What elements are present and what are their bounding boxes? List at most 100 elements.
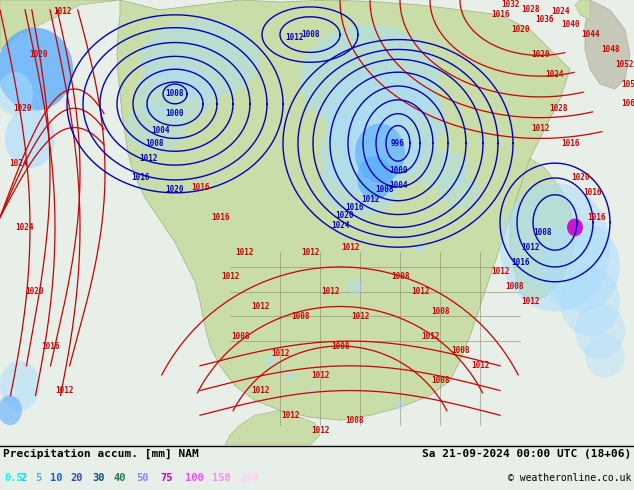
Text: Precipitation accum. [mm] NAM: Precipitation accum. [mm] NAM — [3, 449, 198, 459]
Ellipse shape — [0, 395, 22, 425]
Text: 1008: 1008 — [291, 312, 309, 321]
Text: 1004: 1004 — [389, 181, 407, 191]
Ellipse shape — [540, 222, 620, 312]
Text: 1012: 1012 — [521, 243, 540, 252]
Text: 1008: 1008 — [146, 139, 164, 148]
Ellipse shape — [410, 148, 470, 188]
Text: 1012: 1012 — [251, 302, 269, 311]
Text: 1008: 1008 — [301, 30, 320, 39]
Text: 1008: 1008 — [165, 90, 184, 98]
Text: 1048: 1048 — [601, 45, 619, 54]
Text: 1056: 1056 — [621, 79, 634, 89]
Text: 1060: 1060 — [621, 99, 634, 108]
Text: 1032: 1032 — [501, 0, 519, 9]
Text: 1012: 1012 — [321, 287, 339, 296]
Polygon shape — [117, 0, 570, 420]
Text: 1016: 1016 — [131, 173, 149, 182]
Text: 1012: 1012 — [421, 332, 439, 341]
Text: 0.5: 0.5 — [4, 473, 23, 483]
Ellipse shape — [575, 303, 625, 359]
Ellipse shape — [355, 123, 405, 183]
Polygon shape — [575, 0, 590, 20]
Polygon shape — [0, 0, 120, 49]
Text: 1016: 1016 — [491, 10, 509, 19]
Text: 1012: 1012 — [351, 312, 369, 321]
Text: 1012: 1012 — [56, 386, 74, 395]
Ellipse shape — [0, 361, 40, 410]
Text: 30: 30 — [92, 473, 105, 483]
Text: 1024: 1024 — [331, 221, 349, 230]
Text: 1004: 1004 — [151, 126, 169, 135]
Text: 1012: 1012 — [53, 7, 71, 16]
Text: 100: 100 — [185, 473, 204, 483]
Text: 1016: 1016 — [41, 342, 59, 350]
Text: 1012: 1012 — [340, 243, 359, 252]
Text: 1020: 1020 — [571, 173, 589, 182]
Text: 1020: 1020 — [336, 211, 354, 220]
Ellipse shape — [567, 219, 583, 236]
Text: 1008: 1008 — [331, 342, 349, 350]
Text: 1008: 1008 — [231, 332, 249, 341]
Text: 1020: 1020 — [511, 25, 529, 34]
Polygon shape — [585, 0, 630, 89]
Text: 1020: 1020 — [531, 50, 549, 59]
Text: 1000: 1000 — [389, 166, 407, 174]
Ellipse shape — [347, 279, 363, 294]
Text: 1008: 1008 — [451, 346, 469, 355]
Text: 1024: 1024 — [9, 159, 27, 168]
Text: 2: 2 — [20, 473, 26, 483]
Ellipse shape — [357, 156, 393, 200]
Text: 1012: 1012 — [531, 124, 549, 133]
Text: 1024: 1024 — [551, 7, 569, 16]
Ellipse shape — [5, 109, 55, 168]
Text: 5: 5 — [35, 473, 41, 483]
Text: 1012: 1012 — [361, 195, 379, 204]
Ellipse shape — [306, 387, 314, 394]
Text: 1052: 1052 — [616, 60, 634, 69]
Ellipse shape — [395, 400, 405, 410]
Ellipse shape — [140, 20, 260, 99]
Text: 40: 40 — [114, 473, 127, 483]
Ellipse shape — [285, 371, 295, 381]
Text: 1028: 1028 — [549, 104, 567, 113]
Text: 1012: 1012 — [521, 297, 540, 306]
Ellipse shape — [325, 69, 445, 168]
Text: 20: 20 — [70, 473, 82, 483]
Ellipse shape — [414, 241, 426, 253]
Text: 1020: 1020 — [29, 50, 48, 59]
Text: 1000: 1000 — [165, 109, 184, 118]
Text: 1024: 1024 — [546, 70, 564, 79]
Text: 1012: 1012 — [286, 33, 304, 42]
Text: 1012: 1012 — [471, 361, 489, 370]
Text: 1008: 1008 — [391, 272, 410, 281]
Polygon shape — [225, 410, 320, 445]
Text: 1012: 1012 — [411, 287, 429, 296]
Ellipse shape — [264, 355, 276, 367]
Text: 1020: 1020 — [26, 287, 44, 296]
Text: 1028: 1028 — [521, 5, 540, 14]
Text: 10: 10 — [50, 473, 63, 483]
Text: 1016: 1016 — [511, 258, 529, 267]
Polygon shape — [510, 158, 575, 301]
Text: 200: 200 — [240, 473, 259, 483]
Ellipse shape — [320, 148, 400, 218]
Text: 1044: 1044 — [581, 30, 599, 39]
Ellipse shape — [300, 24, 440, 133]
Text: 1008: 1008 — [430, 307, 450, 316]
Text: 1012: 1012 — [251, 386, 269, 395]
Ellipse shape — [585, 334, 625, 378]
Text: 1008: 1008 — [533, 228, 551, 237]
Ellipse shape — [438, 178, 482, 208]
Text: 1012: 1012 — [236, 247, 254, 257]
Text: 996: 996 — [391, 139, 405, 148]
Text: 1016: 1016 — [210, 213, 230, 222]
Text: 1012: 1012 — [221, 272, 239, 281]
Text: 1036: 1036 — [536, 15, 554, 24]
Text: 1012: 1012 — [491, 268, 509, 276]
Text: © weatheronline.co.uk: © weatheronline.co.uk — [508, 473, 631, 483]
Ellipse shape — [0, 27, 73, 111]
Text: 1012: 1012 — [311, 371, 329, 380]
Text: 1012: 1012 — [311, 426, 329, 435]
Text: 1016: 1016 — [583, 188, 601, 197]
Text: 75: 75 — [160, 473, 172, 483]
